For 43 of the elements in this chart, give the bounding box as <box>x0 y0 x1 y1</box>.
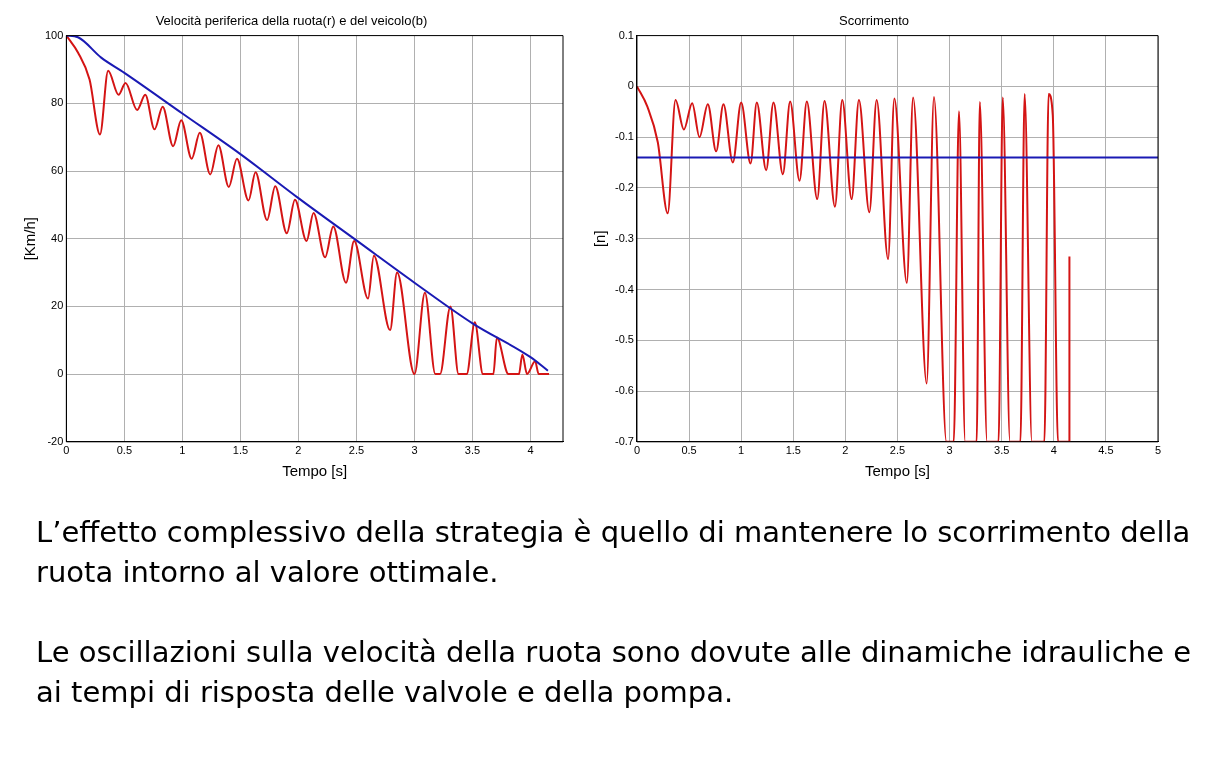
x-tick-label: 3.5 <box>464 444 481 457</box>
x-tick-label: 3.5 <box>994 444 1010 457</box>
x-tick-label: 0.5 <box>116 444 133 457</box>
y-axis-title: [n] <box>591 230 609 248</box>
x-tick-label: 4 <box>1050 444 1057 457</box>
y-tick-label: 0 <box>57 367 64 380</box>
text: Le oscillazioni sulla velocità della ruota sono dovute alle dinamiche idrauliche e ai tempi di risposta delle valvole e della pompa. <box>36 634 1193 711</box>
x-tick-label: 2 <box>295 444 302 457</box>
y-tick-label: 60 <box>51 164 64 177</box>
y-tick-label: 20 <box>51 299 64 312</box>
y-tick-label: -0.6 <box>614 384 634 397</box>
x-tick-label: 5 <box>1154 444 1162 457</box>
chart-title: Scorrimento <box>838 13 910 29</box>
x-tick-label: 2 <box>842 444 849 457</box>
x-tick-label: 4 <box>527 444 534 457</box>
y-tick-label: -20 <box>47 434 64 447</box>
y-tick-label: 0.1 <box>618 28 634 41</box>
y-tick-label: -0.7 <box>614 434 634 447</box>
x-tick-label: 1.5 <box>232 444 249 457</box>
x-tick-label: 2.5 <box>348 444 365 457</box>
y-tick-label: 40 <box>51 231 64 244</box>
y-tick-label: -0.1 <box>614 130 634 143</box>
y-tick-label: 80 <box>51 96 64 109</box>
y-axis-title: [Km/h] <box>21 217 39 261</box>
x-tick-label: 1 <box>179 444 186 457</box>
y-tick-label: -0.2 <box>614 180 634 193</box>
chart-title: Velocità periferica della ruota(r) e del veicolo(b) <box>155 13 428 29</box>
x-axis-title: Tempo [s] <box>282 462 348 480</box>
y-tick-label: 0 <box>627 79 634 92</box>
y-tick-label: -0.5 <box>614 333 634 346</box>
x-tick-label: 0.5 <box>681 444 697 457</box>
x-tick-label: 2.5 <box>889 444 906 457</box>
x-tick-label: 3 <box>946 444 953 457</box>
y-tick-label: -0.4 <box>614 282 634 295</box>
x-axis-title: Tempo [s] <box>864 462 930 480</box>
y-tick-label: 100 <box>44 28 64 41</box>
x-tick-label: 4.5 <box>1098 444 1114 457</box>
y-tick-label: -0.3 <box>614 231 634 244</box>
line-series <box>636 85 1071 442</box>
x-tick-label: 1.5 <box>785 444 801 457</box>
text: L’effetto complessivo della strategia è quello di mantenere lo scorrimento della ruota intorno al valore ottimale. <box>36 514 1192 591</box>
x-tick-label: 3 <box>411 444 418 457</box>
x-tick-label: 1 <box>738 444 745 457</box>
